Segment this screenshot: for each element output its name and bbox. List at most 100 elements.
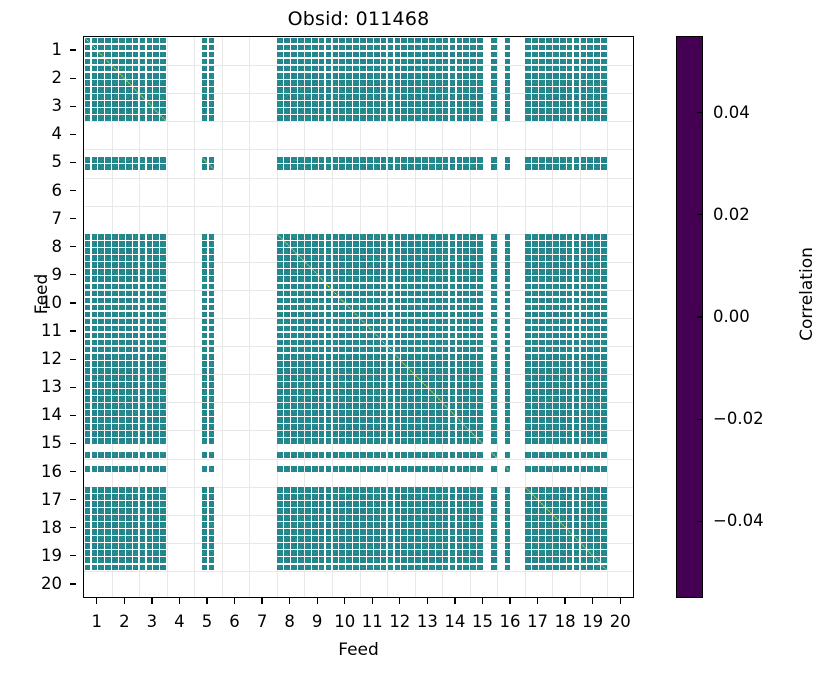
heatmap-block (91, 438, 98, 444)
heatmap-block (573, 522, 580, 529)
heatmap-block (339, 367, 346, 374)
heatmap-block (153, 276, 160, 283)
heatmap-block (552, 114, 559, 121)
heatmap-block (470, 93, 476, 100)
heatmap-block (594, 374, 600, 381)
heatmap-block (504, 494, 511, 500)
heatmap-block (91, 564, 98, 571)
heatmap-block (456, 283, 463, 290)
heatmap-block (105, 100, 111, 107)
heatmap-block (415, 536, 421, 543)
heatmap-block (422, 58, 428, 65)
heatmap-block (311, 318, 318, 325)
heatmap-block (532, 58, 538, 65)
heatmap-block (380, 255, 387, 262)
heatmap-block (125, 44, 132, 51)
heatmap-block (566, 564, 573, 571)
heatmap-block (346, 157, 352, 163)
heatmap-block (580, 508, 587, 515)
heatmap-block (408, 557, 414, 564)
heatmap-block (98, 452, 105, 458)
heatmap-block (587, 318, 594, 325)
heatmap-block (428, 304, 435, 311)
heatmap-block (367, 501, 373, 508)
heatmap-block (139, 311, 146, 318)
heatmap-block (160, 367, 167, 374)
heatmap-block (153, 388, 160, 395)
heatmap-block (401, 157, 408, 163)
heatmap-block (566, 276, 573, 283)
heatmap-block (119, 72, 125, 79)
heatmap-block (463, 332, 470, 339)
heatmap-block (559, 164, 566, 170)
heatmap-block (373, 543, 380, 550)
heatmap-block (311, 332, 318, 339)
heatmap-block (435, 550, 442, 557)
heatmap-block (601, 374, 607, 381)
heatmap-block (146, 416, 153, 423)
heatmap-block (346, 44, 352, 51)
heatmap-block (208, 339, 215, 346)
heatmap-block (573, 276, 580, 283)
heatmap-block (387, 543, 394, 550)
heatmap-block (552, 93, 559, 100)
y-tick-label: 15 (41, 433, 62, 453)
heatmap-block (98, 65, 105, 72)
heatmap-block (490, 424, 497, 430)
heatmap-block (332, 262, 339, 269)
heatmap-block (435, 283, 442, 290)
heatmap-block (387, 332, 394, 339)
x-tick-label: 16 (499, 612, 521, 631)
heatmap-block (291, 402, 297, 409)
heatmap-block (346, 409, 352, 416)
heatmap-block (422, 564, 428, 571)
heatmap-block (160, 452, 167, 458)
heatmap-block (435, 501, 442, 508)
heatmap-block (559, 79, 566, 86)
heatmap-block (546, 93, 552, 100)
heatmap-block (573, 409, 580, 416)
heatmap-block (84, 501, 91, 508)
heatmap-block (360, 283, 366, 290)
heatmap-block (346, 360, 352, 367)
heatmap-block (298, 297, 304, 304)
heatmap-block (119, 515, 125, 522)
heatmap-block (601, 501, 607, 508)
heatmap-block (105, 346, 111, 353)
heatmap-block (546, 325, 552, 332)
heatmap-block (132, 93, 139, 100)
heatmap-block (201, 494, 208, 500)
heatmap-block (442, 58, 449, 65)
heatmap-block (470, 332, 476, 339)
heatmap-block (401, 283, 408, 290)
heatmap-block (339, 508, 346, 515)
heatmap-block (559, 283, 566, 290)
heatmap-block (415, 438, 421, 444)
heatmap-block (339, 114, 346, 121)
heatmap-block (367, 332, 373, 339)
heatmap-block (566, 409, 573, 416)
heatmap-block (291, 346, 297, 353)
heatmap-block (435, 304, 442, 311)
heatmap-block (463, 164, 470, 170)
heatmap-block (119, 409, 125, 416)
heatmap-block (298, 255, 304, 262)
heatmap-block (284, 367, 290, 374)
heatmap-block (415, 529, 421, 536)
heatmap-block (139, 164, 146, 170)
heatmap-block (332, 339, 339, 346)
heatmap-block (422, 402, 428, 409)
heatmap-block (408, 269, 414, 276)
heatmap-block (490, 367, 497, 374)
heatmap-block (98, 37, 105, 44)
heatmap-block (360, 508, 366, 515)
heatmap-block (339, 107, 346, 114)
heatmap-block (298, 304, 304, 311)
heatmap-block (318, 318, 325, 325)
heatmap-block (477, 353, 483, 360)
heatmap-block (318, 353, 325, 360)
heatmap-block (470, 557, 476, 564)
heatmap-block (139, 346, 146, 353)
heatmap-block (119, 529, 125, 536)
heatmap-block (291, 508, 297, 515)
